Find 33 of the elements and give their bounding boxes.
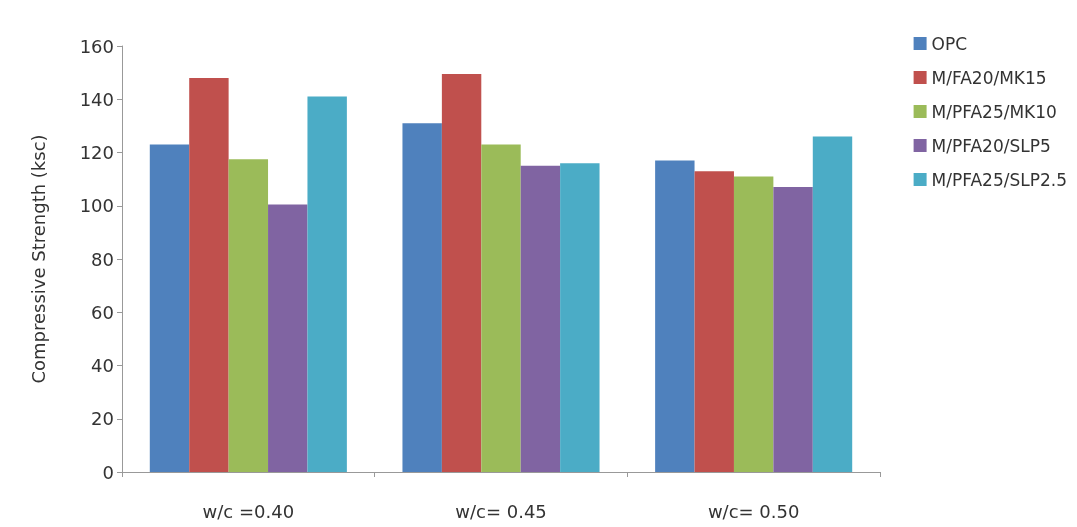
bar (655, 160, 695, 472)
legend-label: M/PFA25/SLP2.5 (931, 169, 1067, 190)
bar (441, 73, 482, 472)
y-axis-title: Compressive Strength (ksc) (27, 134, 49, 384)
bar (812, 136, 853, 472)
y-tick-label: 0 (102, 461, 114, 483)
x-tick-label: w/c =0.40 (202, 500, 295, 522)
y-tick-label: 120 (79, 142, 114, 163)
bar (402, 123, 442, 472)
y-tick-label: 140 (79, 88, 114, 110)
y-tick-label: 160 (79, 35, 114, 57)
x-tick-label: w/c= 0.45 (455, 500, 547, 522)
bar (149, 144, 190, 472)
bar (307, 96, 347, 472)
bar (481, 144, 521, 472)
bar (773, 187, 813, 472)
bar (694, 171, 734, 472)
y-tick-label: 60 (91, 301, 114, 323)
bar (560, 163, 600, 472)
legend-label: OPC (931, 33, 968, 54)
legend-label: M/FA20/MK15 (931, 67, 1047, 88)
bar (189, 77, 229, 472)
y-tick-label: 100 (79, 195, 114, 217)
bar (228, 159, 269, 472)
y-tick-label: 80 (91, 248, 114, 270)
x-tick-label: w/c= 0.50 (707, 500, 800, 522)
bar (520, 165, 561, 472)
y-tick-label: 20 (91, 408, 114, 430)
legend-label: M/PFA20/SLP5 (931, 135, 1051, 156)
bar (733, 176, 774, 472)
bar (268, 204, 308, 472)
legend-label: M/PFA25/MK10 (931, 101, 1057, 122)
y-tick-label: 40 (91, 355, 114, 376)
